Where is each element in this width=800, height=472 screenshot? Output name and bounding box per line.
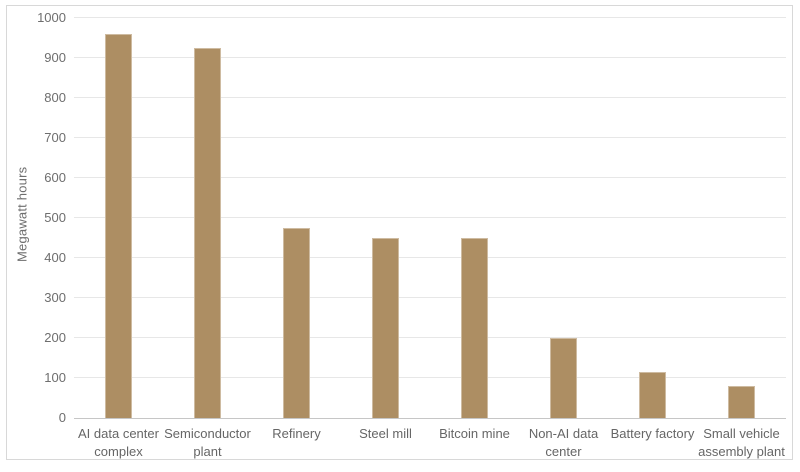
y-axis: 0 100 200 300 400 500 600 700 800 900 1000 xyxy=(11,6,66,461)
y-tick-label-0: 0 xyxy=(58,410,66,425)
x-category-label-6: Non-AI data center xyxy=(528,426,599,459)
y-tick-label-500: 500 xyxy=(44,210,66,225)
bar-3 xyxy=(283,228,310,418)
y-tick-label-300: 300 xyxy=(44,290,66,305)
x-category-label-8: Small vehicle assembly plant xyxy=(698,426,785,459)
y-tick-label-700: 700 xyxy=(44,130,66,145)
bar-2 xyxy=(194,48,221,418)
y-tick-label-1000: 1000 xyxy=(37,10,66,25)
x-category-label-3: Refinery xyxy=(272,426,321,441)
bar-7 xyxy=(639,372,666,418)
plot-area xyxy=(74,17,786,419)
y-tick-label-900: 900 xyxy=(44,50,66,65)
x-category-label-1: AI data center complex xyxy=(78,426,159,459)
y-tick-label-400: 400 xyxy=(44,250,66,265)
gridline-700 xyxy=(74,137,786,138)
y-tick-label-800: 800 xyxy=(44,90,66,105)
gridline-800 xyxy=(74,97,786,98)
x-category-label-5: Bitcoin mine xyxy=(439,426,510,441)
gridline-1000 xyxy=(74,17,786,18)
bar-8 xyxy=(728,386,755,418)
x-category-label-2: Semiconductor plant xyxy=(164,426,251,459)
bar-1 xyxy=(105,34,132,418)
x-axis-line xyxy=(74,418,786,419)
gridline-300 xyxy=(74,297,786,298)
chart-frame: Megawatt hours 0 100 200 300 400 500 600 700 800… xyxy=(6,5,793,460)
gridline-900 xyxy=(74,57,786,58)
x-category-label-4: Steel mill xyxy=(359,426,412,441)
gridline-200 xyxy=(74,337,786,338)
y-tick-label-200: 200 xyxy=(44,330,66,345)
bar-4 xyxy=(372,238,399,418)
x-category-label-7: Battery factory xyxy=(610,426,695,441)
y-tick-label-600: 600 xyxy=(44,170,66,185)
y-tick-label-100: 100 xyxy=(44,370,66,385)
bar-5 xyxy=(461,238,488,418)
gridline-500 xyxy=(74,217,786,218)
gridline-400 xyxy=(74,257,786,258)
gridline-100 xyxy=(74,377,786,378)
gridline-600 xyxy=(74,177,786,178)
x-axis-labels: AI data center complex Semiconductor plan… xyxy=(74,425,786,465)
bar-6 xyxy=(550,338,577,418)
